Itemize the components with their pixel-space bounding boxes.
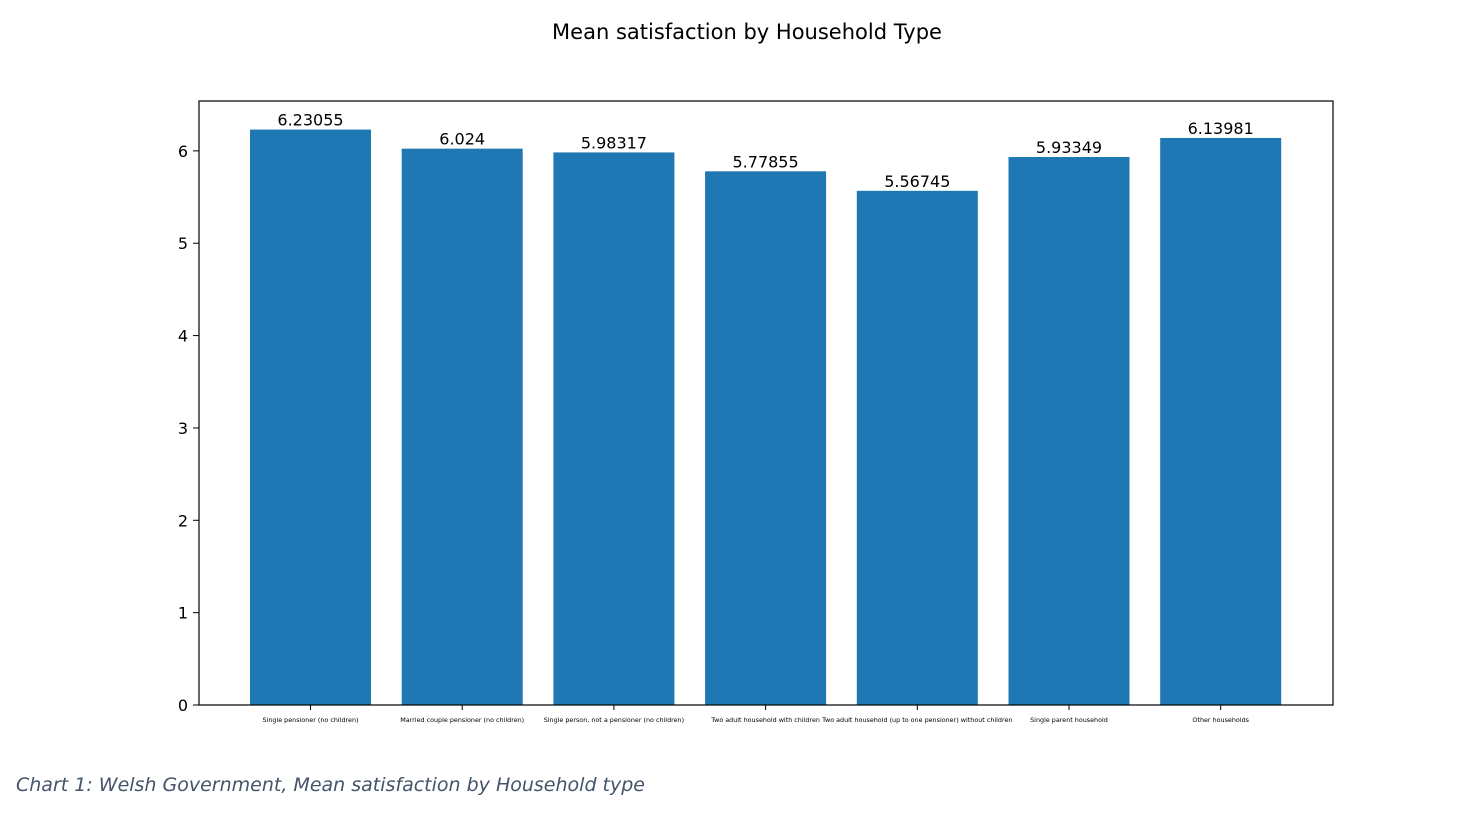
bar bbox=[705, 171, 827, 706]
y-tick-label: 1 bbox=[178, 604, 188, 623]
bar-value-label: 5.98317 bbox=[581, 133, 647, 152]
x-axis: Single pensioner (no children) Married co… bbox=[263, 705, 1250, 724]
x-tick-label: Married couple pensioner (no children) bbox=[400, 716, 524, 724]
y-tick-label: 0 bbox=[178, 696, 188, 715]
bar-value-label: 6.23055 bbox=[277, 111, 343, 130]
bar bbox=[1160, 137, 1282, 705]
bar bbox=[1008, 157, 1130, 706]
y-tick-label: 6 bbox=[178, 142, 188, 161]
y-axis: 0 1 2 3 4 5 6 bbox=[178, 142, 199, 715]
y-tick-label: 4 bbox=[178, 327, 188, 346]
x-tick-label: Other households bbox=[1192, 716, 1249, 724]
bar-value-label: 5.77855 bbox=[733, 152, 799, 171]
x-tick-label: Single parent household bbox=[1030, 716, 1108, 724]
figure-caption: Chart 1: Welsh Government, Mean satisfac… bbox=[16, 774, 645, 796]
y-tick-label: 2 bbox=[178, 511, 188, 530]
bar bbox=[401, 148, 523, 706]
bar-value-label: 5.93349 bbox=[1036, 138, 1102, 157]
x-tick-label: Two adult household (up to one pensioner… bbox=[821, 716, 1012, 724]
chart-title: Mean satisfaction by Household Type bbox=[552, 20, 942, 44]
bar bbox=[856, 190, 978, 706]
bar bbox=[250, 129, 371, 706]
y-tick-label: 3 bbox=[178, 419, 188, 438]
x-tick-label: Single pensioner (no children) bbox=[263, 716, 359, 724]
data-labels: 6.23055 6.024 5.98317 5.77855 5.56745 5.93349… bbox=[277, 111, 1253, 191]
bar-value-label: 6.024 bbox=[439, 130, 485, 149]
bar bbox=[553, 152, 675, 705]
x-tick-label: Single person, not a pensioner (no child… bbox=[544, 716, 684, 724]
bars bbox=[250, 129, 1282, 706]
plot-frame bbox=[198, 100, 1334, 706]
x-tick-label: Two adult household with children bbox=[710, 716, 820, 724]
y-tick-label: 5 bbox=[178, 234, 188, 253]
bar-value-label: 6.13981 bbox=[1188, 119, 1254, 138]
bar-value-label: 5.56745 bbox=[884, 172, 950, 191]
